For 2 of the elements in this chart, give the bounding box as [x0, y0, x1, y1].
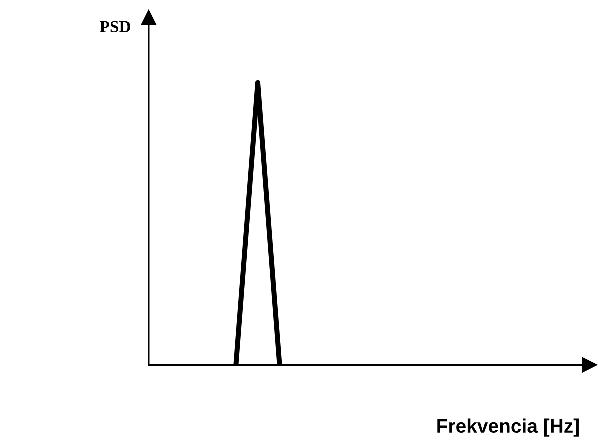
y-axis-title: PSD	[100, 21, 130, 33]
x-axis-title: Frekvencia [Hz]	[438, 418, 579, 437]
